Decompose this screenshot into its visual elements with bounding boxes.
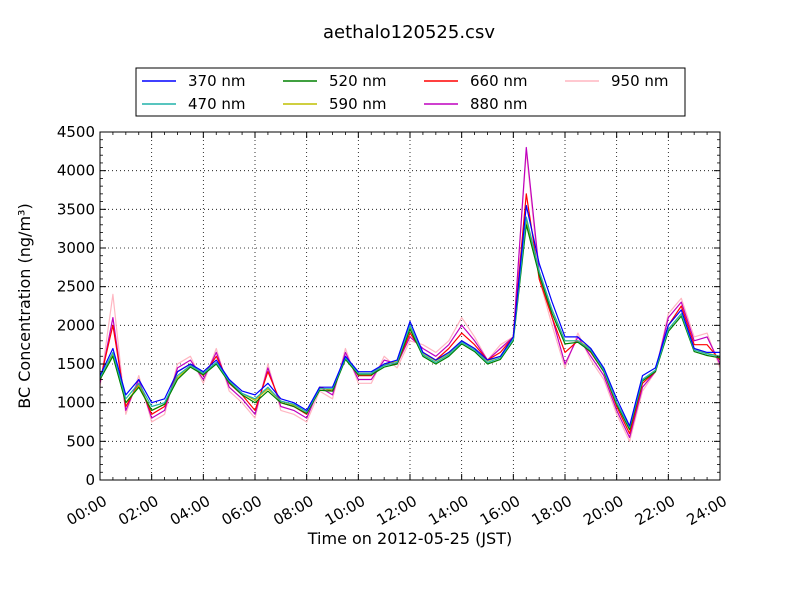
y-tick-label: 1000 [57,394,95,412]
legend-frame [135,67,686,117]
legend-entry: 370 nm [188,72,246,90]
legend-entry: 880 nm [470,95,528,113]
series-line-660-nm [99,193,721,435]
y-tick-label: 2500 [57,278,95,296]
legend-entry: 470 nm [188,95,246,113]
y-tick-label: 0 [85,471,95,489]
y-tick-label: 2000 [57,316,95,334]
legend: 370 nm 470 nm 520 nm 590 nm 660 nm 880 nm 950 … [135,67,686,117]
legend-entry: 660 nm [470,72,528,90]
y-tick-label: 1500 [57,355,95,373]
y-tick-label: 4500 [57,123,95,141]
legend-entry: 950 nm [611,72,669,90]
legend-entry: 520 nm [329,72,387,90]
plot-area [99,131,721,481]
series-lines [99,146,721,442]
y-tick-label: 3500 [57,200,95,218]
plot-background [100,132,720,480]
axis-ticks [99,131,721,481]
series-line-520-nm [99,224,721,431]
y-tick-labels: 0 500 1000 1500 2000 2500 3000 3500 4000 4500 [57,123,95,489]
y-tick-label: 500 [66,432,95,450]
series-line-950-nm [99,150,721,442]
chart-title: aethalo120525.csv [323,22,495,43]
y-axis-label: BC Concentration (ng/m³) [15,203,34,408]
y-tick-label: 4000 [57,162,95,180]
y-tick-label: 3000 [57,239,95,257]
series-line-470-nm [99,216,721,428]
series-line-370-nm [99,204,720,427]
series-line-880-nm [99,146,721,439]
x-axis-label: Time on 2012-05-25 (JST) [307,529,512,548]
legend-entry: 590 nm [329,95,387,113]
